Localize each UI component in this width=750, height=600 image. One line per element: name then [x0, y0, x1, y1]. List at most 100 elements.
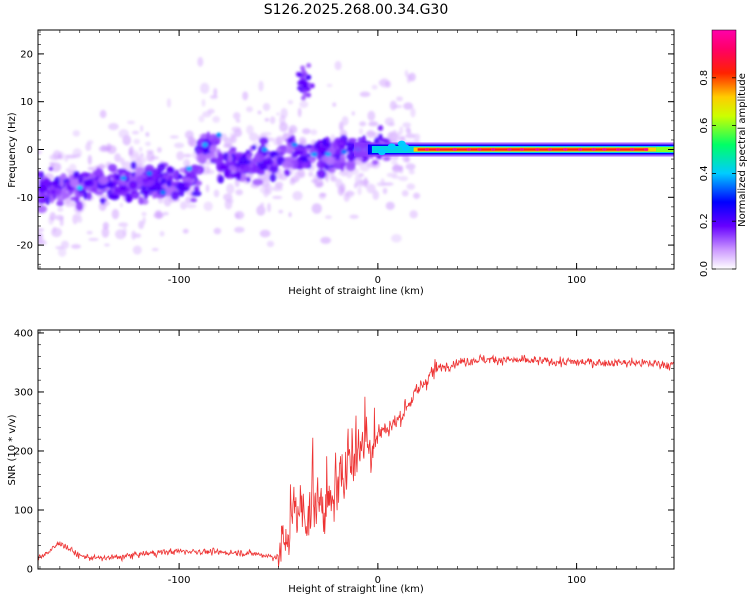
spectral-blob: [212, 116, 220, 123]
line-peak: [435, 148, 440, 151]
spectral-blob: [279, 148, 287, 155]
spectral-blob: [256, 169, 266, 175]
spectral-blob: [386, 172, 398, 178]
spectral-blob: [94, 190, 104, 196]
spectral-blob: [100, 197, 106, 205]
spectral-blob: [166, 98, 171, 108]
spectral-blob: [337, 144, 346, 149]
spectral-blob: [138, 220, 145, 230]
spectral-blob: [297, 72, 303, 78]
spectral-hotspot: [311, 151, 318, 157]
spectral-blob: [106, 145, 117, 154]
spectral-blob: [413, 133, 421, 141]
spectral-blob: [288, 212, 292, 218]
spectral-blob: [143, 190, 149, 200]
colorbar-tick-label: 0.4: [699, 165, 710, 181]
spectral-blob: [152, 173, 162, 178]
line-peak: [507, 148, 512, 151]
spectral-blob: [407, 130, 411, 135]
snr-y-axis-title: SNR (10 * v/v): [7, 414, 18, 485]
spectral-blob: [185, 203, 197, 209]
spectral-blob: [278, 209, 284, 214]
spectral-blob: [230, 172, 242, 179]
spectral-blob: [120, 181, 129, 186]
snr-x-axis-title: Height of straight line (km): [288, 584, 424, 595]
spectral-blob: [190, 164, 200, 174]
spectral-blob: [408, 72, 416, 82]
spectral-blob: [104, 243, 110, 247]
spectral-blob: [101, 176, 110, 184]
spectral-blob: [87, 154, 92, 165]
spectral-blob: [182, 228, 189, 234]
spectral-blob: [408, 169, 415, 175]
spectral-blob: [114, 153, 122, 163]
spectral-blob: [86, 191, 92, 201]
spectral-blob: [183, 153, 192, 158]
spectral-blob: [142, 178, 149, 183]
spectral-blob: [83, 190, 88, 201]
spectral-blob: [302, 128, 311, 135]
spectral-blob: [406, 183, 416, 190]
spectral-blob: [129, 145, 134, 156]
spectral-blob: [328, 167, 336, 173]
spectral-blob: [316, 160, 326, 170]
line-core: [417, 148, 649, 151]
spectral-blob: [142, 182, 152, 188]
spectral-blob: [205, 152, 217, 159]
spectral-blob: [305, 75, 311, 81]
spectral-blob: [213, 227, 222, 235]
spectral-blob: [308, 171, 314, 177]
spectral-blob: [215, 159, 221, 166]
spectral-blob: [234, 211, 245, 220]
spectral-blob: [305, 86, 311, 92]
spectral-blob: [341, 116, 349, 126]
spectral-blob: [65, 168, 71, 173]
spectral-blob: [138, 196, 144, 205]
spectral-blob: [85, 142, 92, 152]
spectral-blob: [238, 156, 249, 166]
spectral-blob: [310, 129, 318, 136]
spectral-blob: [69, 196, 81, 201]
spectral-blob: [50, 189, 56, 194]
spectral-blob: [267, 202, 271, 213]
colorbar-tick-label: 0.2: [699, 213, 710, 229]
x-tick-label: 0: [375, 575, 381, 586]
spectral-blob: [274, 181, 284, 189]
spectral-blob: [366, 183, 376, 194]
y-tick-label: -10: [17, 193, 33, 204]
spectral-line-0hz: [354, 140, 674, 157]
spectral-blob: [176, 151, 185, 161]
spectral-blob: [302, 84, 308, 90]
spectral-blob: [401, 190, 409, 197]
spectral-blob: [346, 152, 356, 161]
spectral-blob: [306, 63, 312, 69]
x-tick-label: -100: [168, 275, 191, 286]
spectral-blob: [158, 196, 164, 204]
spectral-blob: [111, 208, 120, 220]
spectral-blob: [86, 230, 93, 235]
line-peak: [535, 148, 540, 151]
line-peak: [452, 148, 457, 151]
spectral-blob: [238, 164, 247, 169]
figure-title: S126.2025.268.00.34.G30: [264, 2, 449, 18]
spectral-blob: [292, 146, 300, 151]
spectral-blob: [135, 167, 145, 174]
spectral-blob: [110, 194, 120, 200]
spectral-blob: [80, 171, 90, 178]
spectral-blob: [389, 100, 397, 111]
spectral-blob: [359, 128, 364, 135]
spectral-blob: [131, 130, 140, 135]
spectral-blob: [227, 149, 237, 155]
spectral-blob: [329, 171, 335, 181]
spectral-blob: [276, 135, 284, 146]
spectral-blob: [288, 125, 298, 134]
spectral-blob: [38, 171, 42, 178]
x-tick-label: 100: [567, 275, 586, 286]
spectral-blob: [144, 164, 155, 174]
line-peak: [630, 148, 635, 151]
spectral-blob: [349, 156, 354, 162]
spectral-blob: [213, 189, 220, 198]
spectral-blob: [284, 169, 291, 177]
colorbar-tick-label: 0.6: [699, 118, 710, 134]
